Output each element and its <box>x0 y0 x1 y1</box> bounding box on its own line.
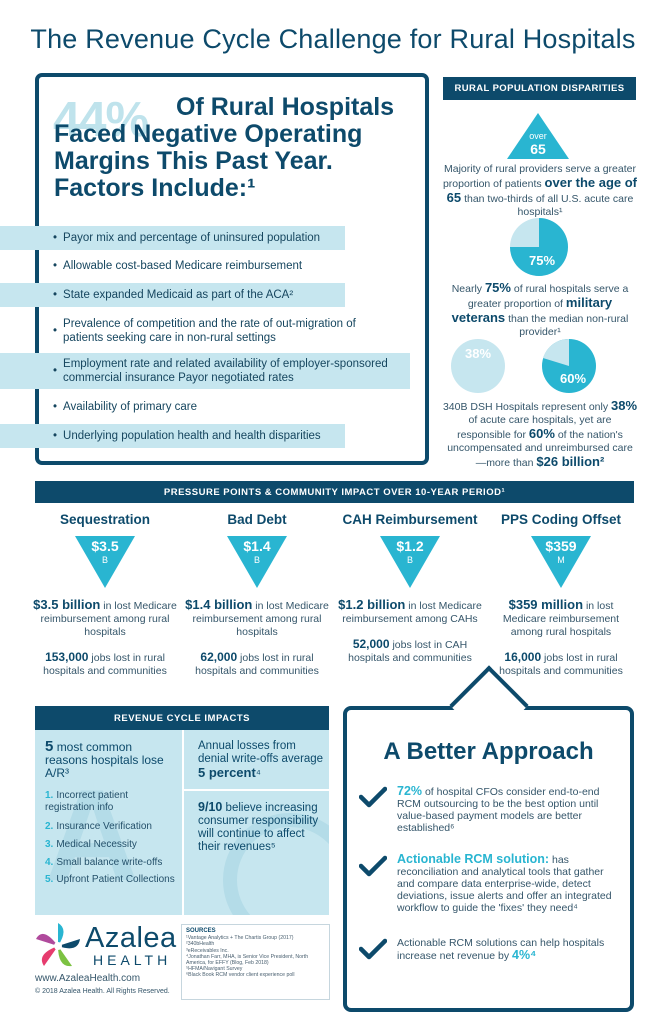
down-triangle-icon: $1.4 B <box>227 536 287 588</box>
pressure-desc: $1.4 billion in lost Medicare reimbursem… <box>185 597 329 638</box>
age-triangle-icon: over 65 <box>507 113 569 159</box>
website-link[interactable]: www.AzaleaHealth.com <box>35 973 141 984</box>
source-item: ⁴Jonathan Farr, MHA, is Senior Vice Pres… <box>186 953 309 967</box>
pressure-jobs: 16,000 jobs lost in rural hospitals and … <box>499 650 623 678</box>
azalea-logo-text: Azalea <box>85 922 177 954</box>
down-triangle-icon: $359 M <box>531 536 591 588</box>
pressure-column-cah: CAH Reimbursement $1.2 B $1.2 billion in … <box>335 512 485 665</box>
source-item: ⁵HFMA/Navigant Survey <box>186 966 243 973</box>
dsh-60-pie-chart: 60% <box>542 338 596 393</box>
svg-text:A: A <box>45 762 139 908</box>
sources-heading: SOURCES <box>186 928 216 934</box>
better-approach-title: A Better Approach <box>383 738 594 765</box>
list-item: 3. Medical Necessity <box>45 839 137 850</box>
sources-box: SOURCES ¹Vantage Analytics + The Chartis… <box>181 924 330 1000</box>
checkmark-icon <box>359 938 387 960</box>
pressure-column-sequestration: Sequestration $3.5 B $3.5 billion in lost… <box>30 512 180 678</box>
pressure-desc: $359 million in lost Medicare reimbursem… <box>502 597 620 638</box>
list-item: 1. Incorrect patient registration info <box>45 790 129 813</box>
pressure-column-pps: PPS Coding Offset $359 M $359 million in … <box>486 512 636 678</box>
page-title: The Revenue Cycle Challenge for Rural Ho… <box>30 24 636 54</box>
azalea-flower-logo-icon <box>36 923 80 967</box>
list-item: 2. Insurance Verification <box>45 821 152 832</box>
age-stat-text: Majority of rural providers serve a grea… <box>442 163 638 218</box>
down-triangle-icon: $1.2 B <box>380 536 440 588</box>
dsh-38-pie-chart: 38% <box>451 339 505 393</box>
svg-text:65: 65 <box>530 141 546 157</box>
consumer-responsibility-stat: 9/10 believe increasing consumer respons… <box>198 800 319 854</box>
veterans-stat-text: Nearly 75% of rural hospitals serve a gr… <box>451 280 629 338</box>
pressure-title: PPS Coding Offset <box>500 512 621 527</box>
svg-text:60%: 60% <box>560 371 586 386</box>
pressure-column-bad-debt: Bad Debt $1.4 B $1.4 billion in lost Medi… <box>182 512 332 678</box>
pressure-jobs: 153,000 jobs lost in rural hospitals and… <box>43 650 167 678</box>
percent-stat: 44% <box>53 93 149 147</box>
better-approach-item: 72% of hospital CFOs consider end-to-end… <box>397 784 600 834</box>
copyright: © 2018 Azalea Health. All Rights Reserve… <box>35 988 170 995</box>
pressure-desc: $1.2 billion in lost Medicare reimbursem… <box>338 597 482 625</box>
factors-headline: Of Rural Hospitals Faced Negative Operat… <box>54 93 395 202</box>
divider <box>184 789 329 791</box>
source-item: ¹Vantage Analytics + The Chartis Group (… <box>186 935 294 942</box>
better-approach-item: Actionable RCM solutions can help hospit… <box>397 937 605 962</box>
pressure-jobs: 52,000 jobs lost in CAH hospitals and co… <box>348 637 472 665</box>
source-item: ²340bHealth <box>186 941 215 948</box>
denial-writeoff-stat: Annual losses from denial write-offs ave… <box>198 740 324 780</box>
pressure-title: CAH Reimbursement <box>342 512 478 527</box>
checkmark-icon <box>359 786 387 808</box>
divider <box>182 730 184 915</box>
down-triangle-icon: $3.5 B <box>75 536 135 588</box>
pressure-title: Bad Debt <box>227 512 287 527</box>
factors-panel <box>35 73 429 465</box>
checkmark-icon <box>359 855 387 877</box>
watermark-icon: A <box>45 762 329 915</box>
pressure-desc: $3.5 billion in lost Medicare reimbursem… <box>33 597 177 638</box>
list-item: 4. Small balance write-offs <box>45 857 163 868</box>
svg-text:38%: 38% <box>465 346 491 361</box>
veterans-pie-chart: 75% <box>510 218 568 276</box>
source-item: ³eReceivables Inc. <box>186 947 229 954</box>
rural-population-tag: RURAL POPULATION DISPARITIES <box>443 77 636 100</box>
factor-item: • Allowable cost-based Medicare reimburse… <box>53 260 303 272</box>
factor-item: • Employment rate and related availabilit… <box>0 353 410 389</box>
ar-reasons-heading: 5 most common reasons hospitals lose A/R… <box>45 738 164 780</box>
pressure-points-bar: PRESSURE POINTS & COMMUNITY IMPACT OVER … <box>35 481 634 503</box>
health-logo-text: HEALTH <box>93 952 172 968</box>
factor-item: • State expanded Medicaid as part of the … <box>0 283 345 307</box>
list-item: 5. Upfront Patient Collections <box>45 874 175 885</box>
factor-item: • Underlying population health and health… <box>0 424 345 448</box>
pressure-jobs: 62,000 jobs lost in rural hospitals and … <box>195 650 319 678</box>
svg-text:75%: 75% <box>529 253 555 268</box>
dsh-stat-text: 340B DSH Hospitals represent only 38% of… <box>442 398 638 469</box>
source-item: ⁶Black Book RCM vendor client experience… <box>186 972 295 979</box>
revenue-cycle-impacts-header: REVENUE CYCLE IMPACTS <box>35 706 329 730</box>
pressure-title: Sequestration <box>59 512 151 527</box>
factor-item: • Availability of primary care <box>53 401 198 413</box>
factor-item: • Prevalence of competition and the rate … <box>53 318 356 344</box>
better-approach-item: Actionable RCM solution: has reconciliat… <box>397 852 612 914</box>
factor-item: • Payor mix and percentage of uninsured p… <box>0 226 345 250</box>
svg-text:over: over <box>529 131 547 141</box>
